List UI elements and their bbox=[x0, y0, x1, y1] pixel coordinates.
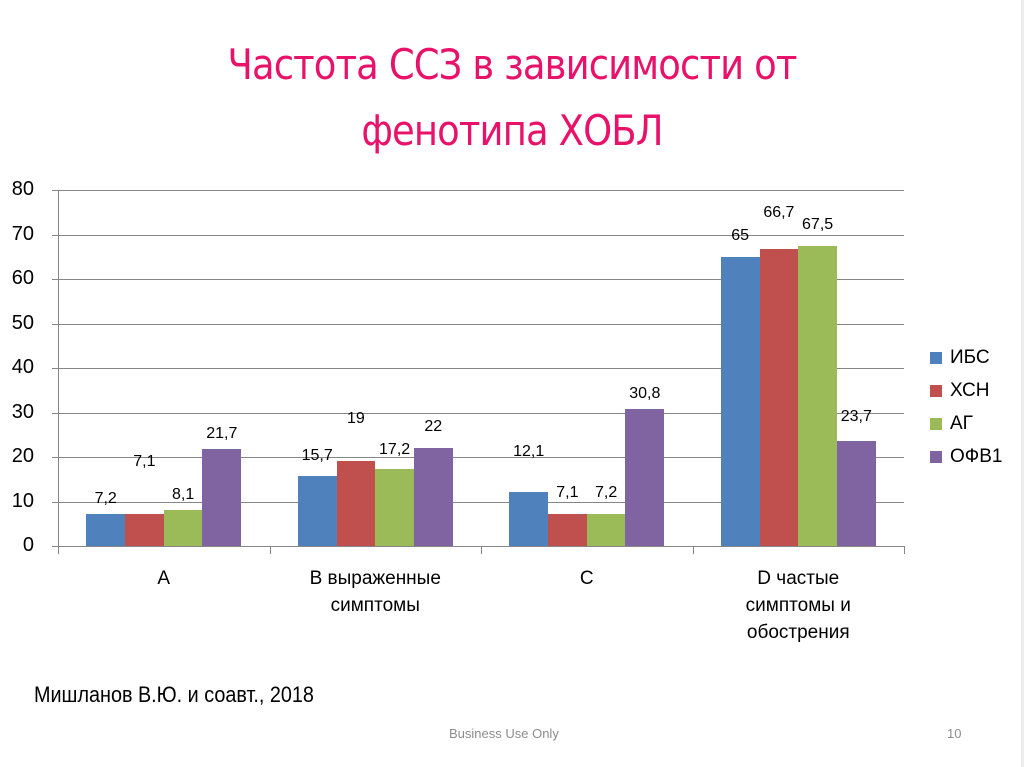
legend-swatch-icon bbox=[930, 450, 942, 463]
legend-label: ХСН bbox=[950, 379, 990, 401]
bar-1-1 bbox=[336, 461, 376, 546]
y-tick-label: 50 bbox=[11, 311, 34, 334]
bar-0-3 bbox=[202, 449, 242, 546]
data-label: 7,2 bbox=[94, 489, 117, 507]
chart-legend: ИБС ХСН АГ ОФВ1 bbox=[930, 341, 1002, 473]
x-category-label: B выраженные симптомы bbox=[275, 565, 475, 619]
y-tick-label: 60 bbox=[11, 267, 34, 289]
data-label: 7,1 bbox=[556, 484, 579, 501]
bar-1-0 bbox=[297, 476, 337, 546]
y-tick-label: 70 bbox=[11, 222, 34, 245]
x-category-label: C bbox=[487, 565, 687, 592]
x-category-label-line: D частые bbox=[757, 568, 840, 589]
data-label: 23,7 bbox=[840, 408, 872, 425]
data-label: 22 bbox=[424, 418, 443, 435]
bar-3-0 bbox=[720, 256, 760, 546]
x-category-label-line: симптомы bbox=[330, 595, 420, 616]
page-number: 10 bbox=[947, 726, 962, 741]
data-label: 8,1 bbox=[171, 485, 195, 503]
data-label: 12,1 bbox=[513, 443, 545, 460]
y-tick-label: 40 bbox=[11, 356, 34, 378]
x-category-label-line: симптомы и bbox=[745, 595, 851, 616]
data-label: 19 bbox=[346, 410, 365, 427]
data-label: 15,7 bbox=[301, 447, 333, 464]
bar-3-1 bbox=[759, 249, 799, 546]
bar-2-1 bbox=[548, 514, 587, 546]
legend-swatch-icon bbox=[930, 417, 942, 430]
bar-0-0 bbox=[86, 513, 126, 546]
y-tick-label: 0 bbox=[22, 534, 34, 556]
bar-2-2 bbox=[586, 513, 626, 546]
data-label: 21,7 bbox=[206, 425, 238, 443]
slide-edge bbox=[1021, 0, 1024, 767]
data-label: 30,8 bbox=[629, 384, 661, 402]
y-tick-label: 30 bbox=[11, 400, 34, 423]
bar-3-2 bbox=[798, 245, 837, 546]
data-label: 65 bbox=[731, 227, 750, 244]
legend-swatch-icon bbox=[930, 384, 942, 397]
y-tick-label: 80 bbox=[11, 178, 34, 200]
bar-1-3 bbox=[413, 448, 453, 546]
data-label: 7,2 bbox=[594, 484, 618, 501]
y-tick-label: 20 bbox=[11, 445, 34, 467]
title-line-2: фенотипа ХОБЛ bbox=[361, 106, 663, 155]
bar-0-2 bbox=[163, 509, 203, 546]
data-label: 7,1 bbox=[133, 453, 156, 470]
bar-1-2 bbox=[375, 469, 414, 546]
x-category-label-line: A bbox=[157, 568, 171, 589]
data-label: 67,5 bbox=[802, 216, 834, 233]
citation: Мишланов В.Ю. и соавт., 2018 bbox=[34, 682, 314, 707]
legend-swatch-icon bbox=[930, 351, 942, 364]
legend-label: АГ bbox=[950, 412, 973, 434]
bar-0-1 bbox=[125, 514, 164, 546]
legend-item: ИБС bbox=[930, 341, 1002, 374]
bar-2-0 bbox=[509, 492, 549, 546]
legend-item: АГ bbox=[930, 407, 1002, 440]
footer-classification: Business Use Only bbox=[449, 726, 559, 741]
legend-item: ХСН bbox=[930, 374, 1002, 407]
x-category-label: A bbox=[64, 565, 264, 592]
title-line-1: Частота ССЗ в зависимости от bbox=[227, 40, 797, 89]
legend-label: ИБС bbox=[950, 346, 990, 368]
x-category-label-line: обострения bbox=[746, 622, 850, 643]
bar-2-3 bbox=[625, 408, 665, 546]
legend-item: ОФВ1 bbox=[930, 440, 1002, 473]
legend-label: ОФВ1 bbox=[950, 445, 1003, 467]
data-label: 17,2 bbox=[379, 441, 411, 458]
bar-3-3 bbox=[836, 440, 876, 546]
x-category-label: D частые симптомы и обострения bbox=[698, 565, 898, 646]
data-label: 66,7 bbox=[763, 204, 795, 221]
y-tick-label: 10 bbox=[11, 489, 34, 512]
slide-title: Частота ССЗ в зависимости от фенотипа ХО… bbox=[61, 32, 962, 164]
x-category-label-line: B выраженные bbox=[309, 568, 441, 589]
x-category-label-line: C bbox=[579, 568, 594, 589]
